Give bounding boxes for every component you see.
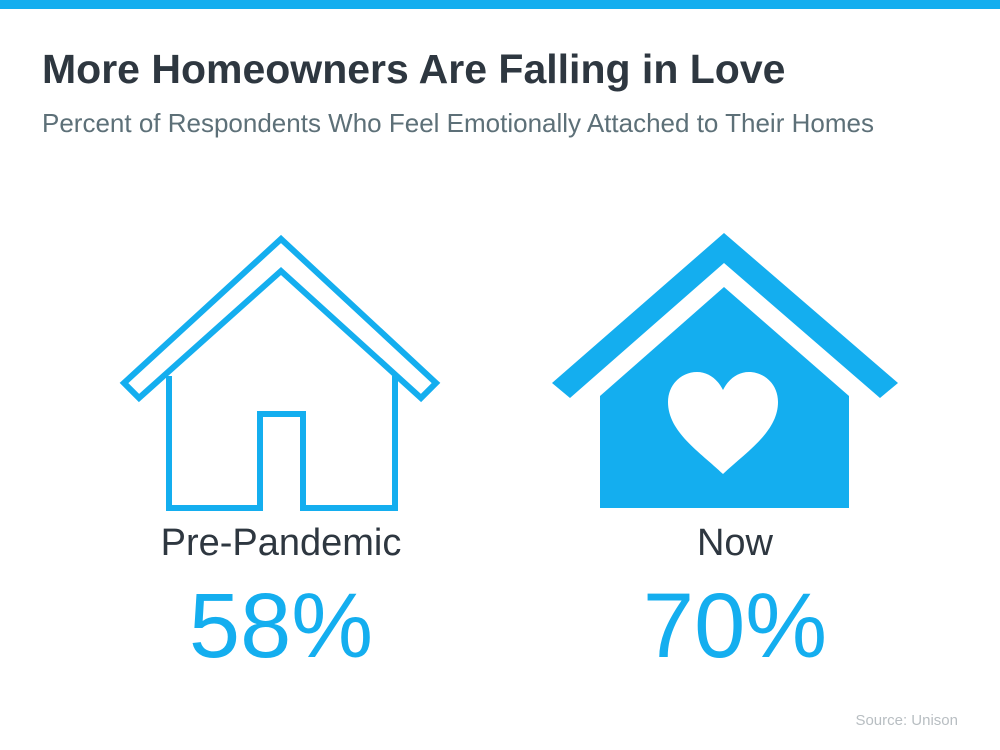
pre-pandemic-value: 58% [188,575,374,677]
page-title: More Homeowners Are Falling in Love [42,46,786,92]
heart-icon [668,372,778,474]
pre-pandemic-label: Pre-Pandemic [160,522,402,564]
source-note: Source: Unison [855,712,958,729]
top-accent-bar [0,0,1000,9]
house-outline-icon [119,234,441,511]
now-label: Now [696,522,774,564]
page-subtitle: Percent of Respondents Who Feel Emotiona… [42,108,874,138]
house-heart-icon [552,233,898,508]
now-value: 70% [642,575,828,677]
